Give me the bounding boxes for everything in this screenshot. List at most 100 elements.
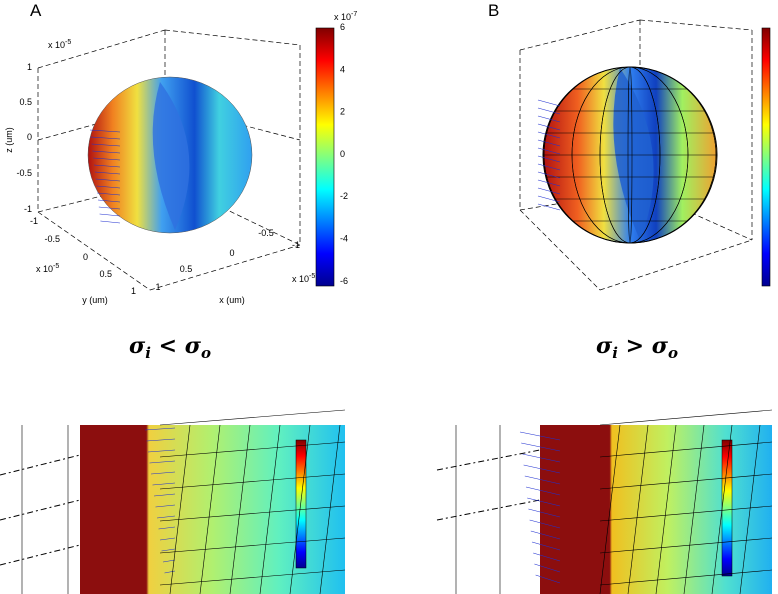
arrow (150, 471, 176, 475)
arrow (537, 131, 561, 139)
axis-label: x (um) (219, 295, 245, 305)
condition: σi > σo (596, 333, 678, 362)
mesh (89, 66, 773, 594)
arrow (537, 187, 561, 195)
inset-grid (683, 424, 705, 594)
arrow (537, 107, 561, 115)
inset-grid (289, 424, 311, 594)
arrow (525, 486, 561, 496)
arrow (537, 115, 561, 123)
inset-grid (159, 473, 346, 490)
tick-label: 1 (131, 286, 136, 296)
colorbar-a (315, 27, 335, 287)
inset-grid (159, 409, 346, 426)
condition: σi < σo (129, 333, 211, 362)
arrow (159, 537, 176, 541)
inset-grid (199, 424, 221, 594)
arrow (97, 192, 121, 196)
tick-label: 0 (83, 252, 88, 262)
inset-grid (599, 441, 773, 458)
arrow (95, 178, 121, 182)
panel-letter: B (488, 1, 499, 20)
tick-label: 4 (340, 64, 345, 74)
tick-label: -0.5 (44, 234, 60, 244)
inset-grid (599, 409, 773, 426)
arrow (158, 526, 176, 530)
arrow (161, 548, 176, 552)
axis-scale: x 10-5 (292, 273, 315, 284)
scale-base: x 10 (292, 274, 309, 284)
tick-label: 2 (340, 107, 345, 117)
scale-exp: -7 (351, 11, 357, 18)
arrow (164, 570, 176, 574)
arrow (147, 449, 176, 453)
arrow (93, 157, 121, 161)
arrow (89, 129, 121, 133)
arrow (537, 179, 561, 187)
arrow (537, 171, 561, 179)
inset-grid (711, 424, 733, 594)
tick-label: -6 (340, 276, 348, 286)
inset-grid (159, 537, 346, 554)
inset-grid (599, 505, 773, 522)
condition-part: o (668, 344, 678, 362)
axis-scale: x 10-5 (36, 263, 59, 274)
arrow (521, 442, 561, 452)
tick-label: 0 (340, 149, 345, 159)
arrow (537, 99, 561, 107)
tick-label: -1 (292, 240, 300, 250)
arrow (94, 171, 121, 175)
panel-letter: A (30, 1, 42, 20)
arrow (537, 163, 561, 171)
tick-label: -0.5 (258, 228, 274, 238)
scale-base: x 10 (48, 40, 65, 50)
colorbar-b (761, 27, 771, 287)
arrow (96, 185, 121, 189)
inset-grid (159, 441, 346, 458)
condition-part: σ (129, 333, 146, 359)
tick-label: 0 (27, 132, 32, 142)
condition-part: σ (652, 333, 669, 359)
condition-part: i (145, 344, 151, 362)
axis-scale: x 10-7 (334, 11, 357, 22)
arrow (537, 147, 561, 155)
condition-part: < (151, 333, 185, 359)
inset-grid (599, 473, 773, 490)
inset-grid (169, 424, 191, 594)
arrow (146, 438, 176, 442)
tick-label: -0.5 (16, 168, 32, 178)
inset-grid (599, 424, 621, 594)
tick-label: 0.5 (19, 97, 32, 107)
condition-part: σ (596, 333, 613, 359)
arrow (537, 195, 561, 203)
axis-scale: x 10-5 (48, 39, 71, 50)
arrow (537, 203, 561, 211)
arrow (528, 508, 561, 518)
arrow (97, 199, 121, 203)
inset-grid (159, 505, 346, 522)
tick-label: -4 (340, 234, 348, 244)
arrow (153, 493, 176, 497)
arrow (534, 563, 561, 573)
arrow (91, 143, 121, 147)
condition-part: > (618, 333, 652, 359)
scale-exp: -5 (309, 273, 315, 280)
tick-label: 1 (27, 62, 32, 72)
arrow (535, 574, 561, 584)
arrow (533, 552, 561, 562)
tick-label: 0.5 (99, 269, 112, 279)
axis-label: y (um) (82, 295, 108, 305)
arrow (529, 519, 561, 529)
arrow (92, 150, 121, 154)
inset-grid (627, 424, 649, 594)
arrow (537, 155, 561, 163)
tick-label: 6 (340, 22, 345, 32)
arrow (100, 220, 121, 224)
arrow (522, 453, 561, 463)
arrow (524, 475, 561, 485)
arrow (527, 497, 561, 507)
tick-label: -2 (340, 191, 348, 201)
inset-grid (229, 424, 251, 594)
tick-label: -1 (30, 216, 38, 226)
